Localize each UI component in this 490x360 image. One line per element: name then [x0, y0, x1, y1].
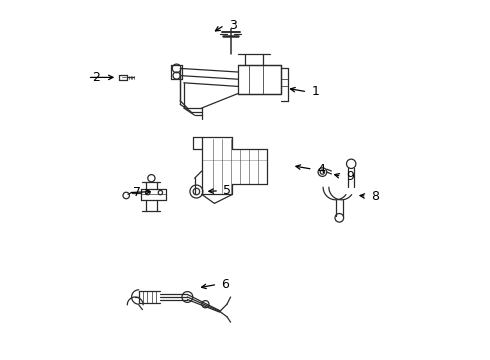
Text: 5: 5: [223, 184, 231, 197]
Text: 7: 7: [133, 186, 141, 199]
Text: 9: 9: [346, 170, 354, 183]
Text: 8: 8: [371, 190, 379, 203]
Text: 3: 3: [229, 19, 237, 32]
Text: 2: 2: [92, 71, 100, 84]
Text: 6: 6: [221, 278, 229, 291]
Text: 1: 1: [312, 85, 319, 98]
Text: 4: 4: [317, 163, 325, 176]
